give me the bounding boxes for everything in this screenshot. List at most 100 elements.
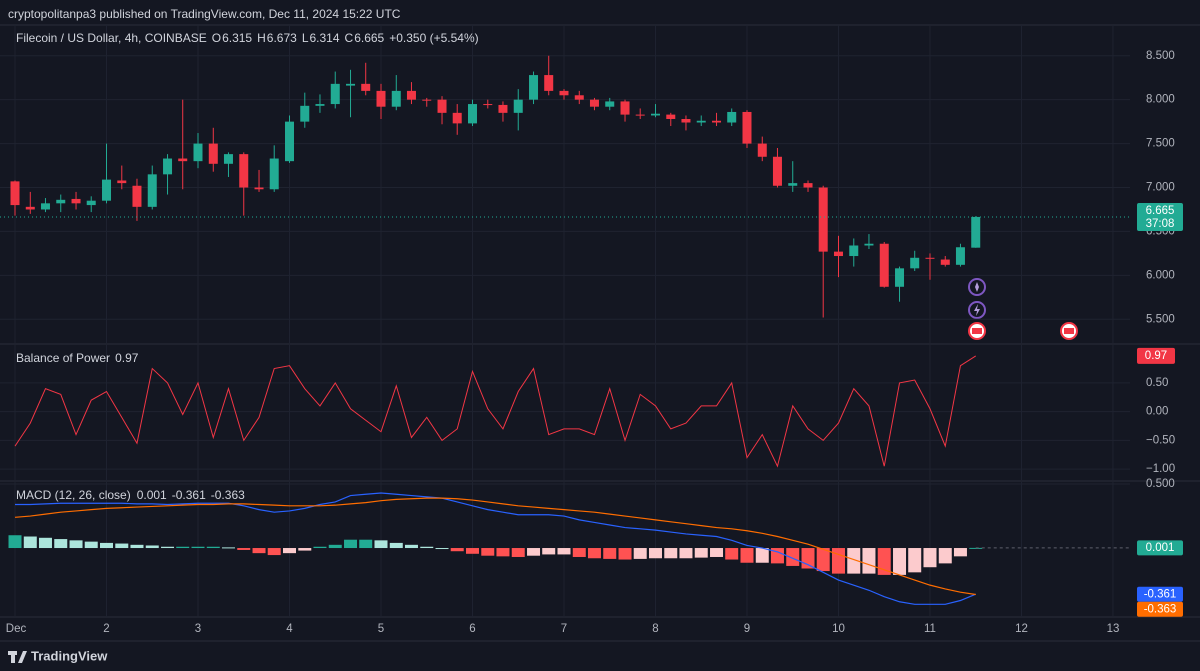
candle-body	[849, 245, 859, 257]
histogram-bar	[84, 541, 98, 549]
candle-body	[269, 158, 279, 190]
histogram-bar	[191, 546, 205, 549]
histogram-bar	[694, 548, 708, 558]
histogram-bar	[603, 548, 617, 559]
legend-value: -0.361	[172, 488, 206, 502]
candle-body	[422, 99, 432, 101]
y-tick-label: 7.000	[1146, 182, 1175, 194]
histogram-bar	[252, 548, 266, 554]
candle-body	[467, 104, 477, 124]
candle-body	[742, 111, 752, 144]
footer-text: TradingView	[31, 648, 108, 663]
histogram-bar	[435, 548, 449, 550]
event-icons	[968, 278, 1078, 340]
y-tick-label: 7.500	[1146, 138, 1175, 150]
last-value-box	[1137, 586, 1183, 602]
histogram-bar	[831, 548, 845, 574]
x-tick-label: 10	[832, 623, 845, 635]
candle-body	[955, 247, 965, 265]
candle-body	[895, 268, 905, 287]
candle-body	[71, 198, 81, 204]
histogram-bar	[587, 548, 601, 559]
histogram-bar	[618, 548, 632, 560]
histogram-bar	[237, 548, 251, 550]
candle-body	[879, 243, 889, 287]
last-price-label: 6.665	[1146, 205, 1175, 217]
candle-body	[635, 114, 645, 116]
candle-body	[86, 200, 96, 206]
event-icon-glyph	[974, 304, 980, 316]
candle-body	[574, 95, 584, 100]
y-tick-label: 0.50	[1146, 377, 1168, 389]
x-tick-label: Dec	[6, 623, 27, 635]
last-price-box	[1137, 202, 1183, 231]
x-tick-label: 11	[924, 623, 936, 635]
indicator-line	[14, 355, 977, 468]
histogram-bar	[404, 544, 418, 549]
histogram-bar	[801, 548, 815, 569]
last-value-box	[1137, 601, 1183, 617]
candle-body	[681, 118, 691, 123]
candle-body	[818, 187, 828, 252]
histogram-bar	[328, 544, 342, 549]
histogram-bar	[267, 548, 281, 556]
x-tick-label: 2	[103, 623, 109, 635]
histogram-bar	[389, 542, 403, 549]
x-tick-label: 3	[195, 623, 201, 635]
histogram-bar	[893, 548, 907, 575]
candle-body	[376, 90, 386, 107]
candle-body	[163, 158, 173, 175]
last-value-label: -0.361	[1144, 588, 1177, 600]
candle-body	[56, 199, 66, 204]
histogram-bar	[816, 548, 830, 572]
histogram-bar	[481, 548, 495, 556]
candle-body	[544, 75, 554, 91]
legend-value: -0.363	[211, 488, 245, 502]
x-tick-label: 5	[378, 623, 384, 635]
legend-ohlc-label: L	[302, 31, 309, 45]
x-tick-label: 7	[561, 623, 567, 635]
x-tick-label: 9	[744, 623, 750, 635]
candle-body	[833, 251, 843, 257]
last-value-label: 0.001	[1146, 542, 1175, 554]
candle-body	[223, 154, 233, 164]
y-tick-label: 8.000	[1146, 94, 1175, 106]
y-tick-label: −0.50	[1146, 434, 1175, 446]
histogram-bar	[176, 546, 190, 549]
histogram-bar	[572, 548, 586, 557]
y-tick-label: 8.500	[1146, 50, 1175, 62]
x-tick-label: 8	[652, 623, 658, 635]
histogram-bar	[953, 548, 967, 557]
candle-body	[971, 216, 981, 248]
histogram-bar	[465, 548, 479, 554]
histogram-bar	[69, 540, 83, 549]
histogram-bar	[862, 548, 876, 574]
x-tick-label: 13	[1107, 623, 1120, 635]
candle-body	[925, 257, 935, 259]
countdown-label: 37:08	[1146, 218, 1175, 230]
candle-body	[452, 112, 462, 124]
candle-body	[300, 105, 310, 122]
x-tick-label: 12	[1015, 623, 1028, 635]
histogram-bar	[633, 548, 647, 559]
histogram-bar	[786, 548, 800, 566]
macd-line	[15, 492, 976, 605]
histogram-bar	[740, 548, 754, 563]
candle-body	[940, 259, 950, 265]
histogram-bar	[8, 535, 22, 549]
candle-body	[513, 99, 523, 113]
legend-ohlc-label: C	[345, 31, 354, 45]
legend-ohlc-value: 6.665	[354, 31, 384, 45]
candle-body	[757, 143, 767, 157]
x-tick-label: 6	[469, 623, 475, 635]
histogram-bar	[374, 540, 388, 549]
candle-body	[910, 257, 920, 269]
histogram-bar	[359, 539, 373, 549]
candle-body	[437, 99, 447, 113]
histogram-bar	[557, 548, 571, 555]
candle-body	[208, 143, 218, 164]
histogram-bar	[206, 546, 220, 549]
histogram-bar	[710, 548, 724, 557]
candle-body	[605, 101, 615, 107]
